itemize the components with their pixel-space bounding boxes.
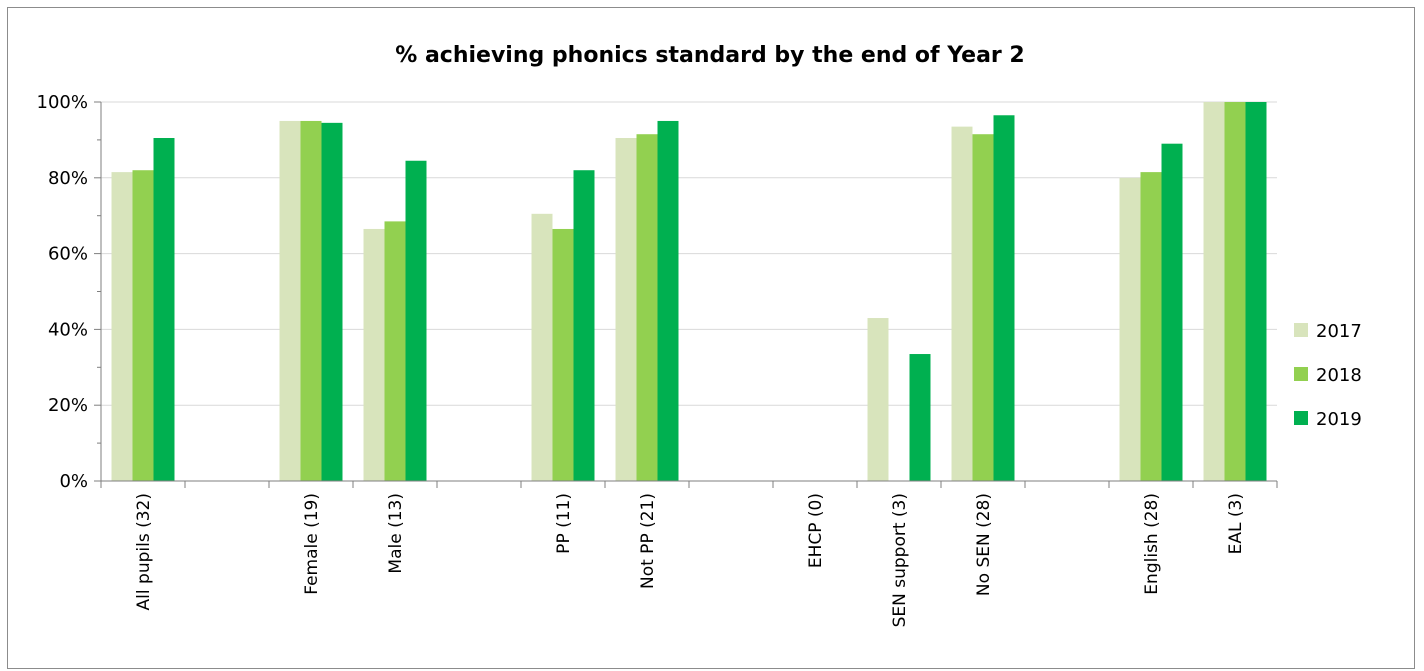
x-tick-label: PP (11) — [554, 493, 574, 554]
y-tick-label: 40% — [48, 319, 88, 340]
bar — [1203, 102, 1225, 481]
legend-swatch — [1294, 367, 1308, 381]
bar — [111, 172, 133, 482]
chart-title: % achieving phonics standard by the end … — [395, 43, 1025, 68]
legend: 2017 2018 2019 — [1294, 321, 1362, 430]
bar — [993, 115, 1015, 481]
legend-swatch — [1294, 323, 1308, 337]
y-tick-label: 100% — [37, 92, 88, 113]
x-tick-label: EHCP (0) — [806, 493, 826, 568]
bar — [636, 134, 658, 481]
y-tick-label: 0% — [59, 471, 88, 492]
y-tick-label: 20% — [48, 395, 88, 416]
bar — [405, 160, 427, 481]
legend-label: 2017 — [1316, 321, 1362, 342]
x-tick-label: Male (13) — [386, 493, 406, 574]
bar — [321, 122, 343, 481]
bar — [153, 138, 175, 481]
x-tick-label: English (28) — [1142, 493, 1162, 595]
bar — [1140, 172, 1162, 482]
x-tick-label: SEN support (3) — [890, 493, 910, 627]
bar — [972, 134, 994, 481]
bar — [132, 170, 154, 481]
bar — [909, 354, 931, 481]
bar — [1245, 102, 1267, 481]
x-tick-labels: All pupils (32) Female (19) Male (13) PP (1… — [134, 493, 1246, 627]
x-tick-label: Not PP (21) — [638, 493, 658, 589]
y-tick-labels: 0% 20% 40% 60% 80% 100% — [37, 92, 88, 492]
bar — [1224, 102, 1246, 481]
bar — [531, 213, 553, 481]
bar — [657, 120, 679, 481]
legend-label: 2019 — [1316, 409, 1362, 430]
bar — [300, 120, 322, 481]
bar — [573, 170, 595, 481]
bar — [951, 126, 973, 481]
bar — [279, 120, 301, 481]
gridlines — [101, 101, 1277, 406]
x-tick-label: EAL (3) — [1226, 493, 1246, 554]
bar — [615, 138, 637, 481]
y-tick-label: 60% — [48, 244, 88, 265]
bars — [111, 102, 1267, 482]
bar — [1119, 177, 1141, 482]
x-tick-label: All pupils (32) — [134, 493, 154, 610]
x-tick-label: No SEN (28) — [974, 493, 994, 596]
y-tick-label: 80% — [48, 168, 88, 189]
bar — [384, 221, 406, 481]
bar — [867, 318, 889, 481]
bar — [552, 228, 574, 481]
x-tick-label: Female (19) — [302, 493, 322, 595]
bar — [1161, 143, 1183, 481]
legend-swatch — [1294, 411, 1308, 425]
axes — [94, 101, 1278, 488]
bar — [363, 228, 385, 481]
legend-label: 2018 — [1316, 365, 1362, 386]
